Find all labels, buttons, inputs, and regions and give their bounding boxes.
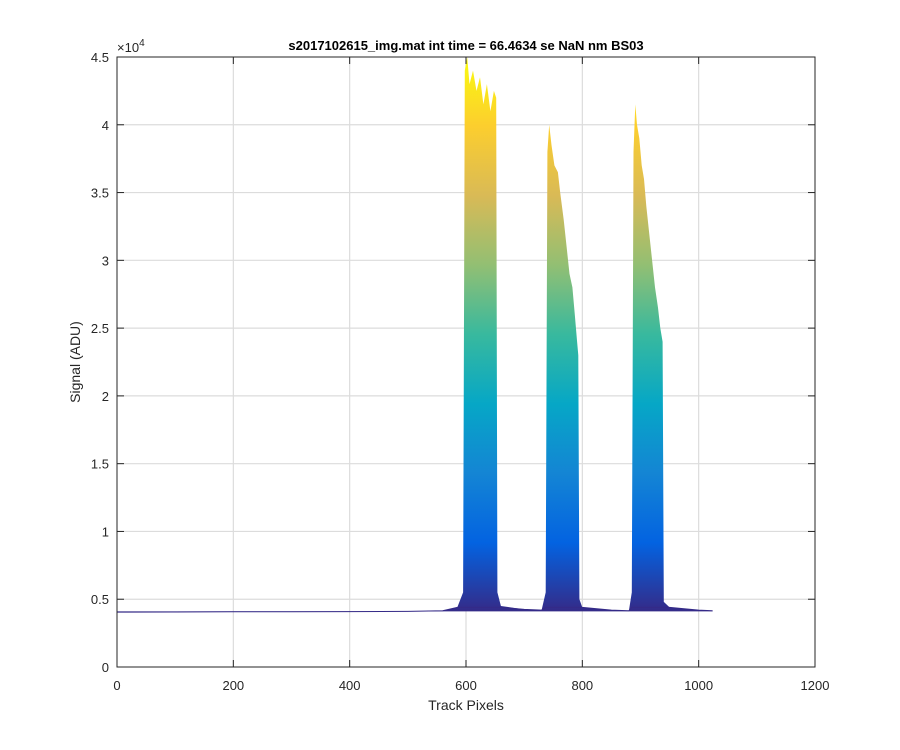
x-tick-label: 400: [339, 678, 361, 693]
x-tick-labels: 0 200 400 600 800 1000 1200: [113, 678, 829, 693]
y-tick-label: 3.5: [91, 186, 109, 201]
x-tick-label: 200: [222, 678, 244, 693]
x-axis-label: Track Pixels: [428, 697, 504, 713]
x-tick-label: 1200: [801, 678, 830, 693]
x-tick-label: 1000: [684, 678, 713, 693]
chart-title: s2017102615_img.mat int time = 66.4634 s…: [288, 38, 643, 53]
y-tick-label: 3: [102, 253, 109, 268]
y-tick-labels: 0 0.5 1 1.5 2 2.5 3 3.5 4 4.5: [91, 50, 109, 675]
axis-exponent-base: ×10: [117, 40, 139, 55]
x-tick-label: 800: [571, 678, 593, 693]
y-tick-label: 0: [102, 660, 109, 675]
y-tick-label: 4.5: [91, 50, 109, 65]
y-tick-label: 0.5: [91, 592, 109, 607]
axis-exponent: ×104: [117, 38, 145, 55]
ticks: [116, 56, 816, 668]
axis-exponent-power: 4: [139, 38, 145, 49]
signal-baseline-line: [117, 606, 713, 613]
y-tick-label: 1: [102, 524, 109, 539]
signal-area: [117, 57, 713, 613]
x-tick-label: 600: [455, 678, 477, 693]
x-tick-label: 0: [113, 678, 120, 693]
y-tick-label: 4: [102, 118, 109, 133]
y-tick-label: 1.5: [91, 457, 109, 472]
y-axis-label: Signal (ADU): [67, 321, 83, 403]
y-tick-label: 2: [102, 389, 109, 404]
y-tick-label: 2.5: [91, 321, 109, 336]
